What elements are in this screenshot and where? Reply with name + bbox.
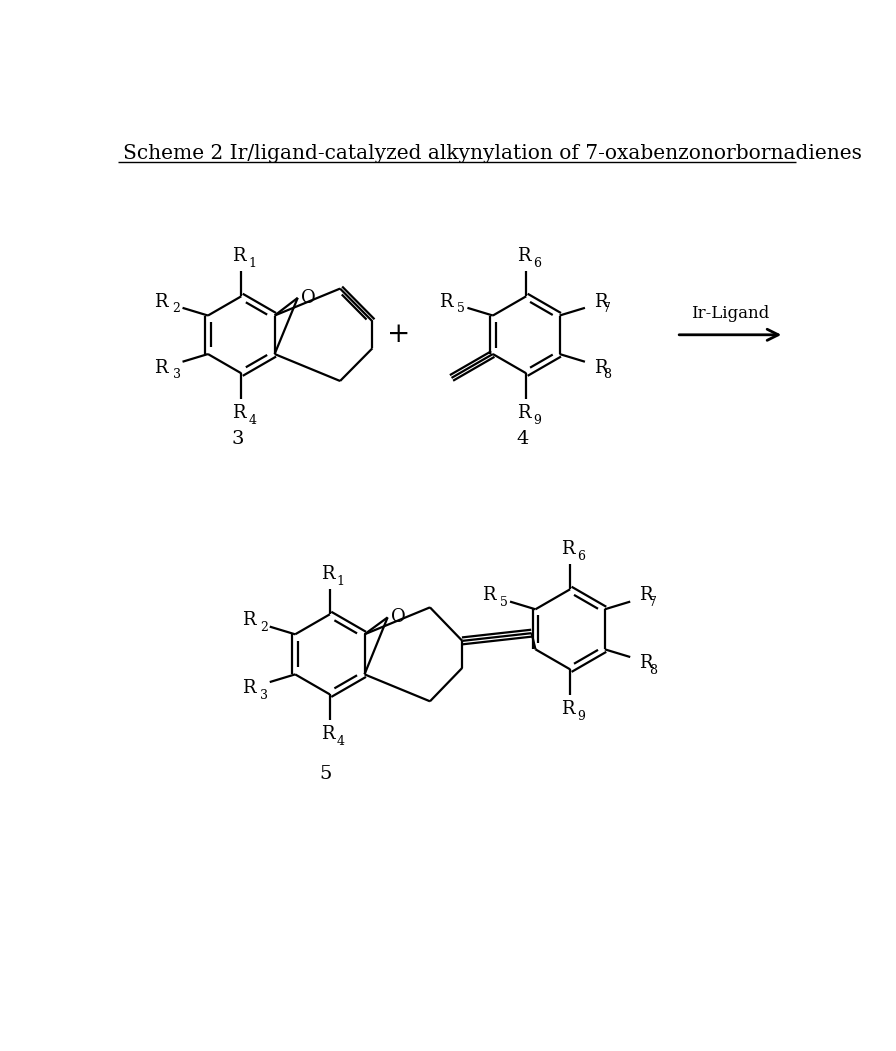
Text: R: R — [232, 247, 246, 265]
Text: +: + — [387, 322, 411, 348]
Text: R: R — [242, 612, 255, 630]
Text: 5: 5 — [458, 302, 465, 315]
Text: R: R — [154, 292, 168, 311]
Text: 3: 3 — [231, 430, 244, 448]
Text: 1: 1 — [337, 575, 345, 588]
Text: R: R — [232, 405, 246, 423]
Text: R: R — [482, 586, 495, 604]
Text: 5: 5 — [500, 596, 508, 609]
Text: R: R — [321, 725, 334, 743]
Text: 7: 7 — [603, 302, 611, 315]
Text: 6: 6 — [533, 256, 541, 270]
Text: R: R — [154, 358, 168, 377]
Text: R: R — [439, 292, 452, 311]
Text: 4: 4 — [337, 735, 345, 748]
Text: 1: 1 — [248, 256, 256, 270]
Text: 2: 2 — [173, 302, 180, 315]
Text: R: R — [561, 540, 574, 558]
Text: Scheme 2 Ir/ligand-catalyzed alkynylation of 7-oxabenzonorbornadienes: Scheme 2 Ir/ligand-catalyzed alkynylatio… — [124, 144, 862, 163]
Text: R: R — [561, 700, 574, 719]
Text: O: O — [301, 289, 316, 307]
Text: 9: 9 — [533, 414, 541, 427]
Text: 4: 4 — [516, 430, 529, 448]
Text: R: R — [242, 679, 255, 697]
Text: R: R — [321, 565, 334, 583]
Text: 3: 3 — [260, 688, 268, 702]
Text: 5: 5 — [320, 765, 332, 783]
Text: 3: 3 — [173, 368, 180, 382]
Text: R: R — [517, 247, 530, 265]
Text: R: R — [640, 654, 653, 673]
Text: R: R — [517, 405, 530, 423]
Text: O: O — [391, 609, 406, 626]
Text: 2: 2 — [260, 621, 268, 634]
Text: R: R — [640, 586, 653, 604]
Text: 6: 6 — [577, 550, 585, 562]
Text: 9: 9 — [577, 709, 585, 723]
Text: 7: 7 — [649, 596, 657, 609]
Text: 4: 4 — [248, 414, 256, 427]
Text: Ir-Ligand: Ir-Ligand — [691, 305, 770, 322]
Text: R: R — [594, 358, 607, 377]
Text: 8: 8 — [649, 663, 657, 677]
Text: R: R — [594, 292, 607, 311]
Text: 8: 8 — [603, 368, 611, 382]
